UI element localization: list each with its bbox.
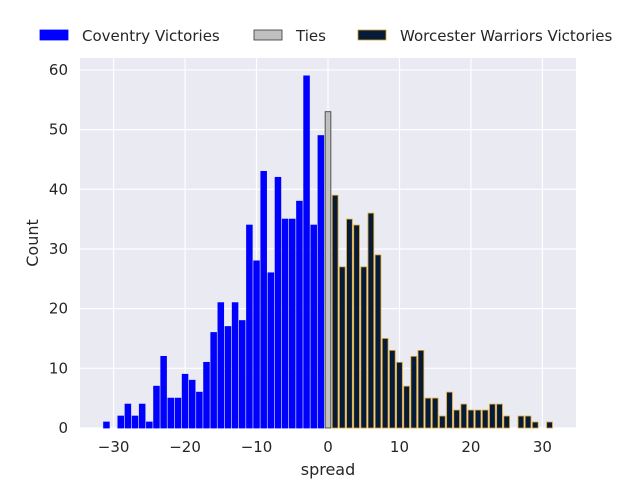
bar-0 <box>131 415 139 429</box>
x-tick-label: 30 <box>533 438 552 456</box>
bar-0 <box>317 135 325 429</box>
bar-0 <box>138 403 146 429</box>
legend-swatch <box>39 29 69 41</box>
bar-0 <box>196 391 203 429</box>
y-tick-label: 20 <box>49 300 68 318</box>
bar-2 <box>481 409 489 429</box>
bar-0 <box>238 320 246 429</box>
bar-0 <box>146 421 153 429</box>
x-tick-label: −30 <box>98 438 130 456</box>
bar-0 <box>117 415 124 429</box>
bar-2 <box>467 409 475 429</box>
bar-0 <box>267 272 275 429</box>
bar-2 <box>460 403 468 429</box>
bar-2 <box>381 338 389 429</box>
legend-swatch <box>357 29 387 41</box>
bar-0 <box>153 385 160 429</box>
x-tick-label: −10 <box>241 438 273 456</box>
bar-2 <box>339 266 346 429</box>
bar-2 <box>431 397 439 429</box>
x-axis-label: spread <box>301 460 356 479</box>
x-tick-label: −20 <box>169 438 201 456</box>
bar-0 <box>246 224 253 429</box>
bar-0 <box>174 397 182 429</box>
bar-2 <box>446 391 453 429</box>
x-tick-label: 10 <box>390 438 409 456</box>
legend-label: Coventry Victories <box>82 27 220 45</box>
bar-2 <box>453 409 460 429</box>
bars <box>103 75 553 429</box>
bar-2 <box>532 421 539 429</box>
bar-2 <box>503 415 510 429</box>
bar-0 <box>160 355 167 429</box>
y-axis-label: Count <box>23 219 42 267</box>
bar-2 <box>496 403 503 429</box>
bar-1 <box>324 111 332 429</box>
legend-label: Ties <box>295 27 326 45</box>
bar-2 <box>524 415 532 429</box>
bar-2 <box>424 397 432 429</box>
bar-2 <box>417 350 425 429</box>
y-tick-label: 10 <box>49 359 68 377</box>
bar-0 <box>124 403 132 429</box>
bar-0 <box>274 176 282 429</box>
bar-0 <box>217 302 225 429</box>
bar-2 <box>367 212 375 429</box>
bar-2 <box>346 218 353 429</box>
y-tick-label: 40 <box>49 180 68 198</box>
tick-labels: −30 −20 −10 0 10 20 30 0 10 20 30 40 50 60 <box>49 61 552 456</box>
x-tick-label: 0 <box>323 438 333 456</box>
bar-2 <box>403 385 410 429</box>
y-tick-label: 30 <box>49 240 68 258</box>
y-tick-label: 0 <box>58 419 68 437</box>
legend-swatch <box>253 29 283 41</box>
bar-0 <box>303 75 310 429</box>
x-tick-label: 20 <box>461 438 480 456</box>
bar-0 <box>210 332 217 429</box>
legend-label: Worcester Warriors Victories <box>400 27 612 45</box>
bar-2 <box>439 415 446 429</box>
bar-2 <box>396 361 403 429</box>
bar-2 <box>374 254 382 429</box>
bar-0 <box>281 218 289 429</box>
bar-0 <box>253 260 260 429</box>
bar-2 <box>389 350 396 429</box>
bar-0 <box>310 224 317 429</box>
bar-2 <box>360 266 367 429</box>
y-tick-label: 50 <box>49 121 68 139</box>
y-tick-label: 60 <box>49 61 68 79</box>
bar-0 <box>231 302 239 429</box>
bar-0 <box>188 379 196 429</box>
bar-0 <box>103 421 110 429</box>
bar-2 <box>474 409 482 429</box>
bar-2 <box>410 355 418 429</box>
bar-0 <box>203 361 210 429</box>
bar-2 <box>331 194 339 429</box>
bar-2 <box>353 224 360 429</box>
bar-0 <box>296 200 303 429</box>
legend: Coventry Victories Ties Worcester Warriors… <box>39 27 612 45</box>
bar-0 <box>260 170 267 429</box>
bar-0 <box>167 397 175 429</box>
bar-2 <box>517 415 525 429</box>
bar-0 <box>181 373 189 429</box>
bar-0 <box>224 326 232 429</box>
bar-2 <box>489 403 496 429</box>
bar-2 <box>546 421 553 429</box>
bar-0 <box>289 218 296 429</box>
